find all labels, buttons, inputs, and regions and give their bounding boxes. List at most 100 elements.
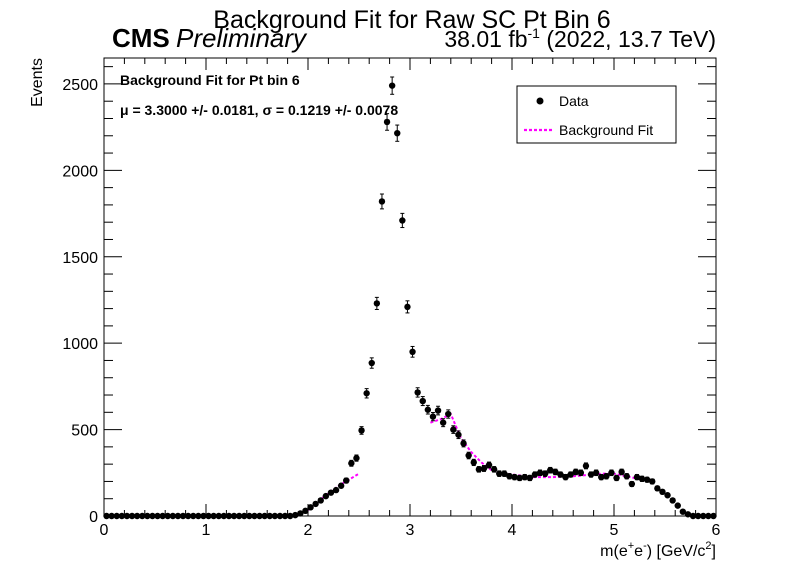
data-point <box>113 512 120 520</box>
data-point <box>689 512 697 520</box>
data-point <box>363 390 370 397</box>
data-point <box>613 474 620 482</box>
y-tick-label: 2500 <box>62 77 98 94</box>
legend: Data Background Fit <box>516 85 677 144</box>
x-tick-label: 5 <box>610 522 619 539</box>
data-point <box>174 512 182 520</box>
data-point <box>577 469 585 476</box>
lumi-label: 38.01 fb-1 (2022, 13.7 TeV) <box>444 25 716 52</box>
data-point <box>628 480 636 488</box>
data-point <box>399 217 406 224</box>
data-point <box>659 488 666 496</box>
legend-data-marker <box>536 97 544 105</box>
data-point <box>465 452 472 459</box>
data-point <box>327 489 335 496</box>
data-point <box>475 466 483 473</box>
data-point <box>266 512 273 520</box>
data-point <box>485 461 493 469</box>
data-point <box>164 512 171 520</box>
data-point <box>414 389 421 396</box>
data-point <box>455 431 462 438</box>
data-point <box>654 485 661 492</box>
data-point <box>404 303 411 311</box>
y-tick-label: 1500 <box>62 250 98 267</box>
data-point <box>547 467 554 474</box>
data-point <box>643 476 651 483</box>
x-tick-label: 6 <box>712 522 721 539</box>
data-point <box>235 512 243 520</box>
x-axis-title-mid: e <box>634 543 643 560</box>
data-point <box>552 468 559 476</box>
x-axis-title-end: ) [GeV/c <box>647 543 706 560</box>
data-point <box>567 471 574 478</box>
data-point <box>531 471 539 478</box>
x-axis-title: m(e+e-) [GeV/c2] <box>600 540 716 560</box>
data-point <box>419 397 426 405</box>
data-point <box>200 512 207 520</box>
data-point <box>587 471 595 478</box>
data-point <box>429 413 437 420</box>
data-point <box>516 474 523 482</box>
data-point <box>281 512 289 520</box>
data-point <box>649 478 656 485</box>
data-point <box>592 469 600 476</box>
data-point <box>373 300 381 307</box>
data-point <box>286 512 294 520</box>
data-point <box>133 512 141 520</box>
data-point <box>434 407 442 414</box>
x-tick-label: 1 <box>202 522 211 539</box>
data-point <box>633 473 641 481</box>
x-tick-label: 2 <box>304 522 313 539</box>
data-point <box>128 512 136 520</box>
y-tick-label: 2000 <box>62 163 98 180</box>
data-point <box>149 512 156 520</box>
lumi-value: 38.01 fb <box>444 26 527 52</box>
data-point <box>210 512 217 520</box>
data-point <box>220 512 228 520</box>
y-tick-label: 0 <box>89 509 98 526</box>
data-point <box>460 440 467 447</box>
x-axis-title-close: ] <box>712 543 716 560</box>
data-point <box>669 497 676 504</box>
data-point <box>261 512 268 520</box>
data-point <box>557 471 564 478</box>
data-point <box>292 511 299 519</box>
data-point <box>501 470 508 477</box>
data-point <box>256 512 263 520</box>
data-point <box>623 473 630 480</box>
x-axis-title-sup2: - <box>643 540 647 552</box>
data-point <box>694 512 702 520</box>
data-point <box>123 512 131 520</box>
data-point <box>378 198 386 205</box>
chart-title: Background Fit for Raw SC Pt Bin 6 <box>213 6 610 34</box>
data-point <box>103 512 110 520</box>
data-point <box>526 474 534 482</box>
data-point <box>108 512 115 520</box>
data-point <box>582 462 590 470</box>
data-point <box>332 486 340 494</box>
data-point <box>241 512 248 520</box>
data-point <box>271 512 279 520</box>
data-point <box>664 492 671 499</box>
data-point <box>118 512 126 520</box>
lumi-exponent: -1 <box>528 25 541 41</box>
data-point <box>562 473 569 481</box>
data-point <box>205 512 212 520</box>
data-point <box>572 468 579 476</box>
data-point <box>608 469 615 476</box>
x-axis: 0 1 2 3 4 5 6 <box>100 58 721 539</box>
data-point <box>368 359 375 367</box>
data-point <box>383 118 391 126</box>
data-point <box>179 512 187 520</box>
data-point <box>705 512 712 520</box>
x-tick-label: 0 <box>100 522 109 539</box>
data-point <box>638 475 646 483</box>
data-point <box>276 512 284 520</box>
data-point <box>139 512 146 520</box>
data-point <box>541 470 549 477</box>
data-point <box>388 82 396 89</box>
data-point <box>450 426 457 433</box>
y-axis: 0 500 1000 1500 2000 2500 <box>62 66 716 526</box>
data-point <box>409 348 416 356</box>
